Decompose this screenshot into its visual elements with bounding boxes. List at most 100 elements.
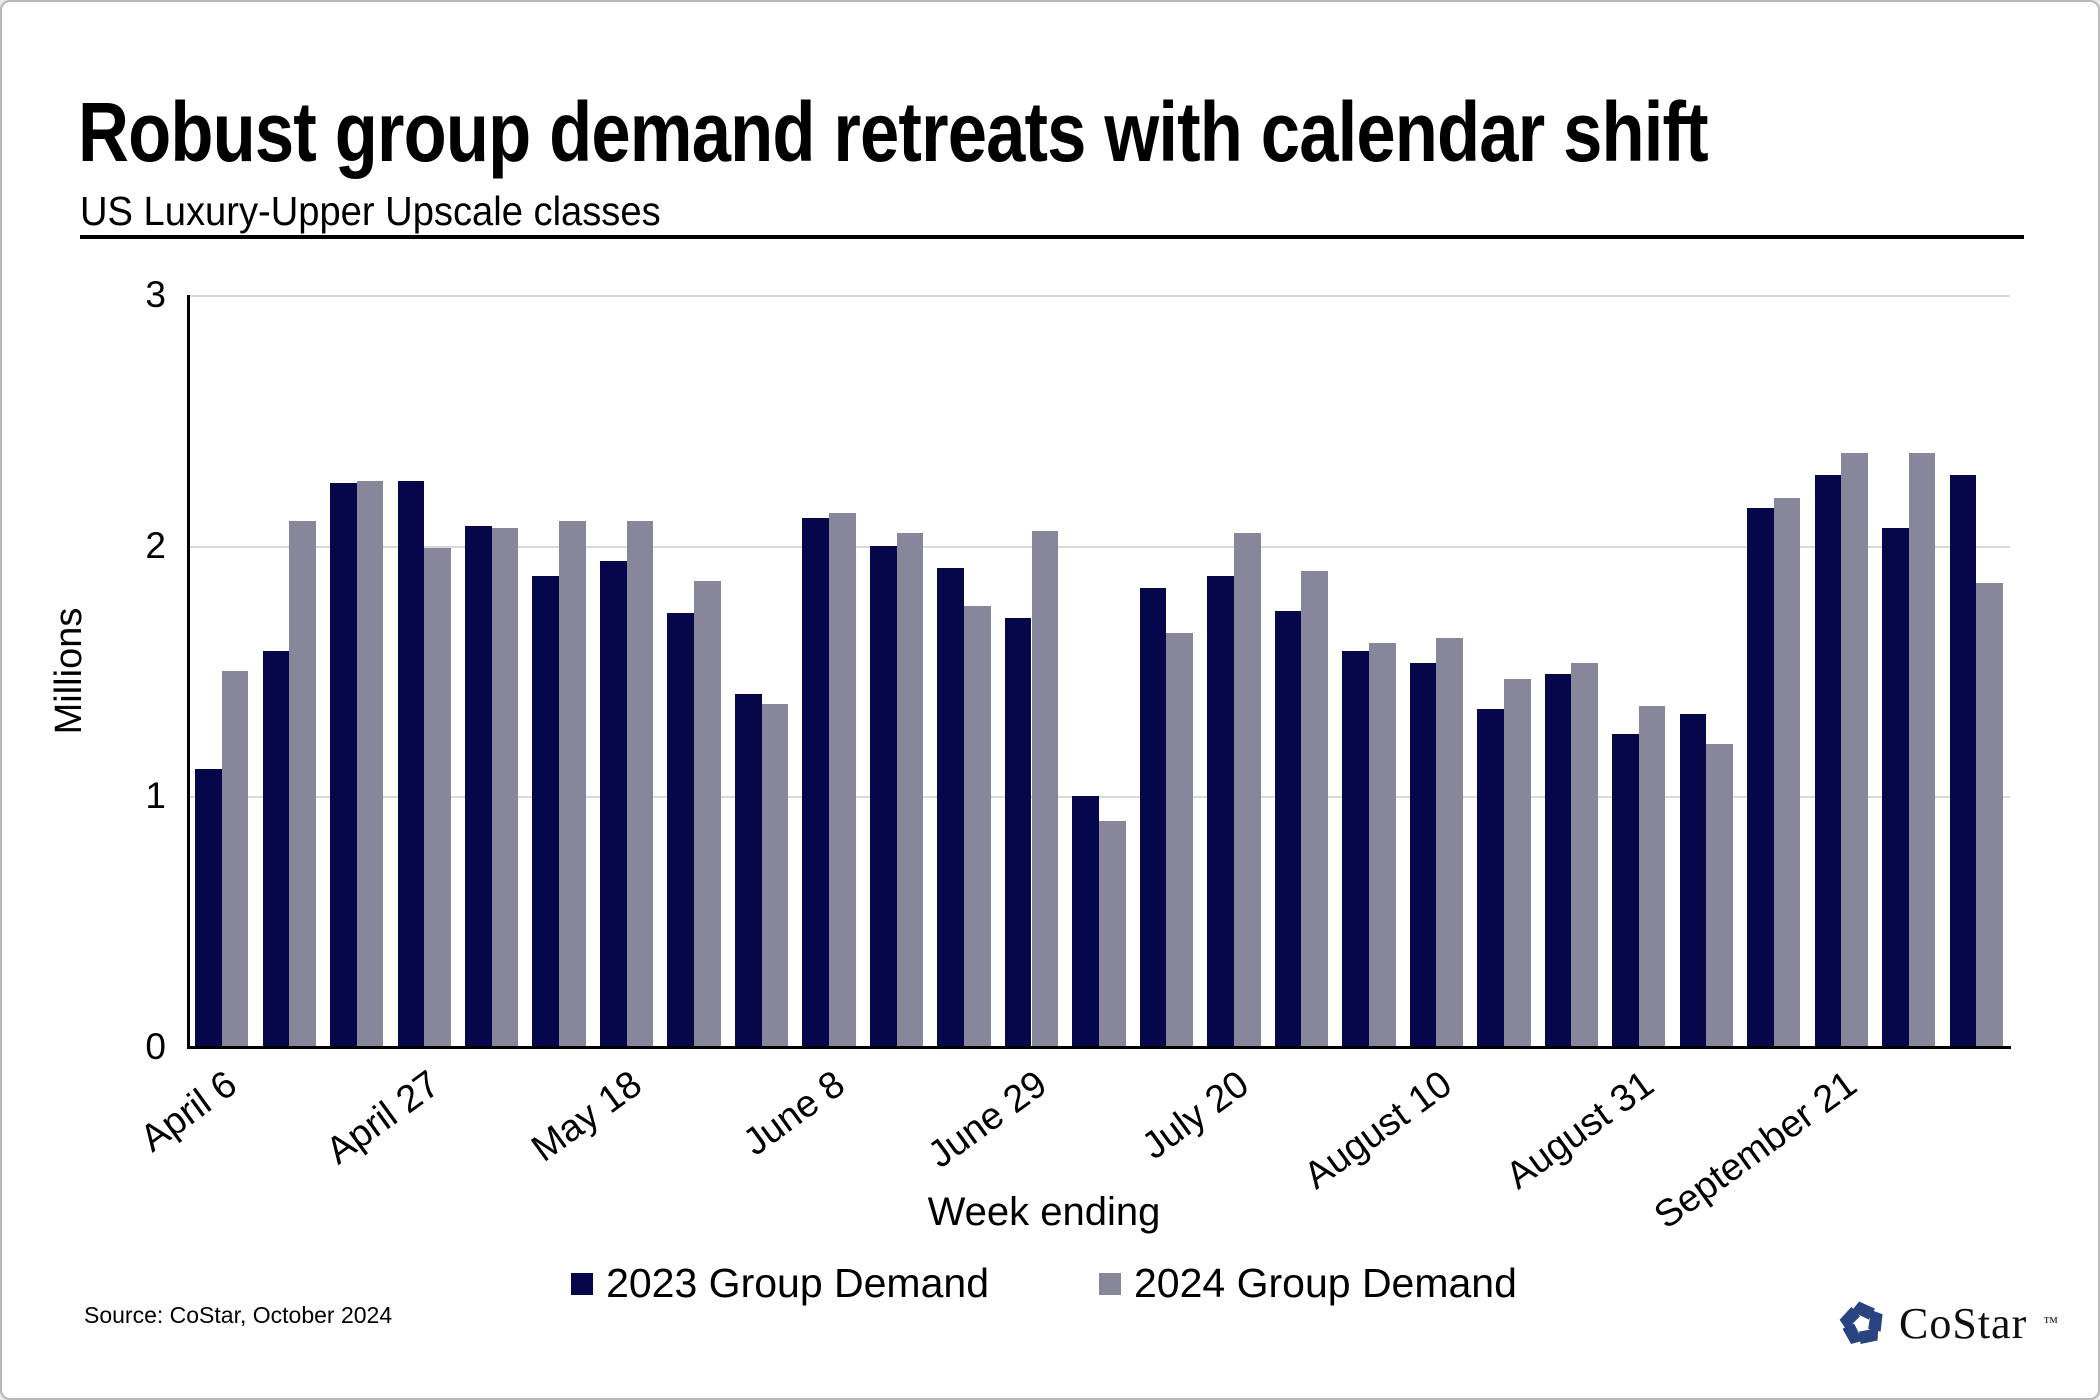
bar-2024-may-4 <box>491 528 519 1047</box>
bar-2023-august-10 <box>1409 663 1437 1047</box>
bar-2024-september-7 <box>1706 743 1733 1047</box>
logo-petal <box>1839 1306 1860 1330</box>
bar-2023-june-8 <box>802 518 830 1047</box>
bar-2023-august-17 <box>1477 708 1504 1047</box>
bar-2023-august-3 <box>1342 650 1369 1047</box>
costar-logo-trademark: ™ <box>2043 1315 2058 1331</box>
legend-swatch-icon <box>1099 1272 1121 1295</box>
bar-2023-august-31 <box>1612 733 1639 1047</box>
bar-2024-august-3 <box>1368 643 1396 1047</box>
bar-2023-may-4 <box>465 525 492 1047</box>
bar-group-september-14 <box>1740 295 1807 1047</box>
bar-2024-august-10 <box>1436 638 1464 1047</box>
bar-2024-june-1 <box>761 703 789 1047</box>
bar-2024-july-13 <box>1166 633 1194 1047</box>
bar-2024-june-22 <box>964 605 991 1047</box>
costar-logo-text: CoStar <box>1899 1299 2028 1348</box>
gridline-3 <box>188 295 2010 297</box>
bar-group-april-13 <box>255 295 322 1047</box>
legend-label: 2024 Group Demand <box>1134 1260 1517 1306</box>
logo-petal <box>1851 1300 1875 1320</box>
bar-2024-may-18 <box>626 520 654 1047</box>
bar-group-june-22 <box>930 295 997 1047</box>
legend-item-2024: 2024 Group Demand <box>1099 1260 1517 1307</box>
legend-swatch-icon <box>571 1272 594 1295</box>
bar-2023-july-20 <box>1207 575 1234 1047</box>
bar-group-july-6 <box>1065 295 1132 1047</box>
bar-2023-september-14 <box>1747 508 1774 1047</box>
bar-group-july-20 <box>1200 295 1267 1047</box>
bar-2024-july-20 <box>1233 533 1261 1047</box>
legend: 2023 Group Demand 2024 Group Demand <box>78 1260 2010 1307</box>
bar-2024-april-27 <box>424 548 451 1047</box>
gridline-2 <box>188 545 2010 548</box>
bar-group-june-1 <box>728 295 795 1047</box>
header-divider <box>80 235 2024 239</box>
bar-2024-april-20 <box>356 480 384 1047</box>
legend-label: 2023 Group Demand <box>606 1260 989 1306</box>
bar-2023-september-28 <box>1882 528 1909 1047</box>
bar-2023-july-6 <box>1072 796 1099 1047</box>
bar-group-may-18 <box>593 295 660 1047</box>
bar-group-may-25 <box>660 295 727 1047</box>
bar-2023-october-5 <box>1949 475 1977 1047</box>
bar-group-july-13 <box>1133 295 1200 1047</box>
bar-2023-july-13 <box>1139 588 1167 1047</box>
bar-group-august-17 <box>1470 295 1537 1047</box>
bar-2023-august-24 <box>1544 673 1572 1047</box>
x-axis-line <box>187 1046 2011 1049</box>
bar-group-june-15 <box>863 295 930 1047</box>
y-axis-line <box>187 295 190 1049</box>
logo-petal <box>1859 1327 1879 1344</box>
bar-group-september-7 <box>1673 295 1740 1047</box>
bar-group-may-4 <box>458 295 525 1047</box>
costar-logo-icon <box>1839 1300 1883 1344</box>
bar-2023-april-20 <box>330 483 357 1047</box>
bar-2023-september-7 <box>1679 713 1707 1047</box>
legend-item-2023: 2023 Group Demand <box>571 1260 989 1307</box>
chart-subtitle: US Luxury-Upper Upscale classes <box>80 188 661 234</box>
bar-2023-june-22 <box>937 568 964 1047</box>
plot-area <box>188 295 2010 1047</box>
bar-group-june-8 <box>795 295 862 1047</box>
bar-2023-september-21 <box>1814 475 1842 1047</box>
bar-2024-august-24 <box>1571 663 1598 1047</box>
bar-2023-april-13 <box>262 650 290 1047</box>
bar-2024-june-29 <box>1031 530 1059 1047</box>
bar-2023-june-1 <box>734 693 762 1047</box>
bar-2024-july-6 <box>1098 821 1126 1047</box>
bar-2023-june-15 <box>869 545 897 1047</box>
bar-2024-september-14 <box>1773 498 1801 1047</box>
bar-2024-april-6 <box>221 671 249 1047</box>
bar-group-june-29 <box>998 295 1065 1047</box>
bar-2023-june-29 <box>1004 618 1032 1047</box>
bar-2023-april-27 <box>397 480 425 1047</box>
y-tick-label-0: 0 <box>145 1026 166 1067</box>
bar-group-august-10 <box>1403 295 1470 1047</box>
y-tick-label-2: 2 <box>145 524 166 566</box>
logo-petal <box>1868 1309 1883 1332</box>
bar-2024-september-21 <box>1841 452 1868 1047</box>
bar-2023-may-18 <box>599 560 627 1047</box>
bar-2024-august-31 <box>1638 706 1666 1047</box>
bar-2024-april-13 <box>289 520 316 1047</box>
bar-2024-june-15 <box>896 533 924 1047</box>
gridline-1 <box>188 796 2010 799</box>
chart-title: Robust group demand retreats with calend… <box>78 85 1709 179</box>
bar-group-april-6 <box>188 295 255 1047</box>
costar-logo: CoStar ™ <box>1838 1298 2058 1349</box>
bar-group-august-31 <box>1605 295 1672 1047</box>
bar-group-september-21 <box>1808 295 1875 1047</box>
bar-2023-may-11 <box>532 575 560 1047</box>
bar-group-april-27 <box>390 295 457 1047</box>
y-axis-title: Millions <box>48 607 90 735</box>
bar-group-may-11 <box>525 295 592 1047</box>
bar-group-august-24 <box>1538 295 1605 1047</box>
bar-group-september-28 <box>1875 295 1942 1047</box>
bar-2024-may-11 <box>559 520 586 1047</box>
bar-2024-june-8 <box>829 513 856 1047</box>
bar-group-october-5 <box>1943 295 2010 1047</box>
bar-group-august-3 <box>1335 295 1402 1047</box>
bar-2023-april-6 <box>195 768 222 1047</box>
